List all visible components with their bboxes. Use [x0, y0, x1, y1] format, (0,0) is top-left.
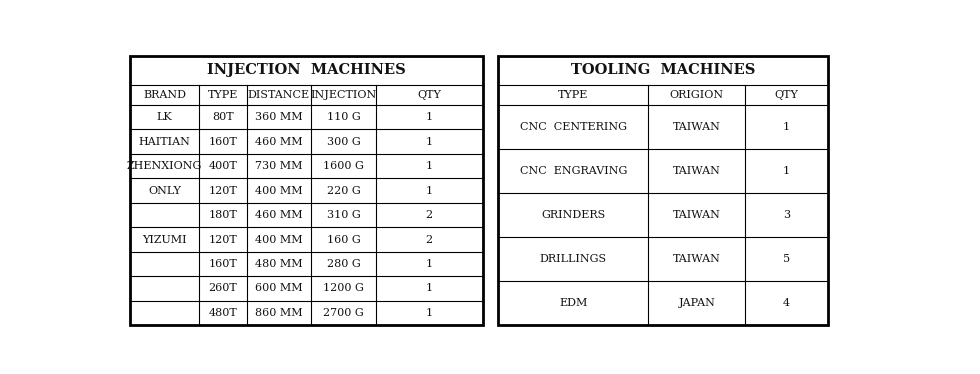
Text: TAIWAN: TAIWAN	[673, 254, 720, 264]
Text: YIZUMI: YIZUMI	[142, 234, 187, 245]
Text: 1200 G: 1200 G	[323, 283, 364, 294]
Bar	[130, 56, 483, 325]
Text: TOOLING  MACHINES: TOOLING MACHINES	[571, 63, 756, 77]
Text: TAIWAN: TAIWAN	[673, 210, 720, 220]
Text: 120T: 120T	[209, 234, 237, 245]
Text: 180T: 180T	[209, 210, 237, 220]
Text: TAIWAN: TAIWAN	[673, 166, 720, 176]
Text: JAPAN: JAPAN	[678, 298, 715, 308]
Text: ZHENXIONG: ZHENXIONG	[127, 161, 202, 171]
Text: 5: 5	[783, 254, 790, 264]
Text: HAITIAN: HAITIAN	[139, 137, 190, 147]
Text: EDM: EDM	[560, 298, 587, 308]
Text: 160T: 160T	[209, 137, 237, 147]
Text: 400 MM: 400 MM	[255, 234, 303, 245]
Text: 480T: 480T	[209, 308, 237, 318]
Text: ORIGION: ORIGION	[669, 90, 724, 100]
Text: 1: 1	[783, 122, 790, 132]
Text: 600 MM: 600 MM	[255, 283, 303, 294]
Text: CNC  ENGRAVING: CNC ENGRAVING	[519, 166, 627, 176]
Text: BRAND: BRAND	[143, 90, 186, 100]
Text: QTY: QTY	[774, 90, 799, 100]
Text: CNC  CENTERING: CNC CENTERING	[519, 122, 627, 132]
Text: TYPE: TYPE	[208, 90, 238, 100]
Text: ONLY: ONLY	[148, 186, 181, 196]
Text: 80T: 80T	[212, 112, 233, 122]
Text: 400 MM: 400 MM	[255, 186, 303, 196]
Bar	[499, 56, 828, 325]
Text: DRILLINGS: DRILLINGS	[540, 254, 607, 264]
Text: QTY: QTY	[417, 90, 441, 100]
Text: 160 G: 160 G	[326, 234, 361, 245]
Text: 310 G: 310 G	[326, 210, 361, 220]
Text: 1: 1	[425, 259, 433, 269]
Text: INJECTION: INJECTION	[311, 90, 376, 100]
Text: 280 G: 280 G	[326, 259, 361, 269]
Text: 220 G: 220 G	[326, 186, 361, 196]
Text: 160T: 160T	[209, 259, 237, 269]
Text: 730 MM: 730 MM	[255, 161, 303, 171]
Text: 110 G: 110 G	[326, 112, 361, 122]
Text: 1: 1	[425, 186, 433, 196]
Text: 1: 1	[425, 308, 433, 318]
Text: 1: 1	[425, 137, 433, 147]
Text: INJECTION  MACHINES: INJECTION MACHINES	[207, 63, 406, 77]
Text: 120T: 120T	[209, 186, 237, 196]
Text: TYPE: TYPE	[559, 90, 589, 100]
Text: 860 MM: 860 MM	[255, 308, 303, 318]
Text: 300 G: 300 G	[326, 137, 361, 147]
Text: 2: 2	[425, 234, 433, 245]
Text: 1: 1	[425, 112, 433, 122]
Text: 3: 3	[783, 210, 790, 220]
Text: GRINDERS: GRINDERS	[541, 210, 606, 220]
Text: 260T: 260T	[209, 283, 237, 294]
Text: 1: 1	[783, 166, 790, 176]
Text: 1: 1	[425, 283, 433, 294]
Text: 460 MM: 460 MM	[255, 137, 303, 147]
Text: 400T: 400T	[209, 161, 237, 171]
Text: 480 MM: 480 MM	[255, 259, 303, 269]
Text: TAIWAN: TAIWAN	[673, 122, 720, 132]
Text: DISTANCE: DISTANCE	[248, 90, 310, 100]
Text: 1600 G: 1600 G	[323, 161, 364, 171]
Text: 4: 4	[783, 298, 790, 308]
Text: 2700 G: 2700 G	[323, 308, 364, 318]
Text: LK: LK	[157, 112, 172, 122]
Text: 460 MM: 460 MM	[255, 210, 303, 220]
Text: 1: 1	[425, 161, 433, 171]
Text: 2: 2	[425, 210, 433, 220]
Text: 360 MM: 360 MM	[255, 112, 303, 122]
